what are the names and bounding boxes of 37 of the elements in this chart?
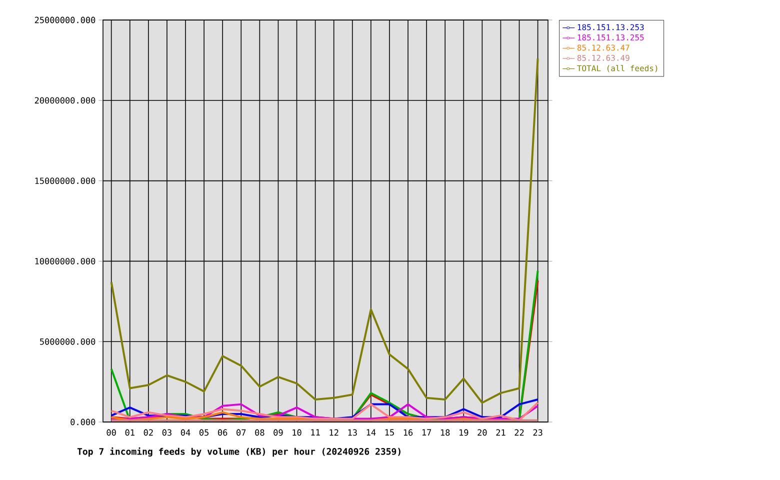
y-tick-label: 10000000.000 xyxy=(35,258,96,264)
x-tick-label: 23 xyxy=(533,429,542,436)
x-tick-label: 03 xyxy=(162,429,172,436)
x-tick-label: 14 xyxy=(366,429,376,436)
x-tick-label: 22 xyxy=(514,429,524,436)
x-tick-label: 11 xyxy=(311,429,320,436)
x-tick-label: 00 xyxy=(106,429,116,436)
x-tick-label: 05 xyxy=(199,429,208,436)
x-tick-label: 12 xyxy=(330,429,338,436)
x-tick-label: 15 xyxy=(385,429,394,436)
legend-label: 85.12.63.47 xyxy=(577,44,630,51)
legend-label: TOTAL (all feeds) xyxy=(577,65,658,72)
legend-label: 185.151.13.255 xyxy=(578,34,644,40)
legend-label: 185.151.13.253 xyxy=(578,24,644,30)
x-tick-label: 17 xyxy=(422,429,432,436)
x-tick-label: 06 xyxy=(218,429,228,436)
x-tick-label: 08 xyxy=(255,429,264,436)
x-tick-label: 13 xyxy=(348,429,357,436)
x-tick-label: 04 xyxy=(180,429,190,436)
x-tick-label: 10 xyxy=(292,429,302,436)
x-tick-label: 18 xyxy=(440,429,450,436)
x-tick-label: 09 xyxy=(274,429,283,436)
line-series xyxy=(110,58,539,404)
x-tick-label: 07 xyxy=(236,429,246,436)
x-tick-label: 01 xyxy=(125,429,134,436)
x-tick-label: 20 xyxy=(478,429,487,436)
x-tick-label: 16 xyxy=(404,429,413,436)
x-tick-label: 21 xyxy=(496,429,506,436)
text: Top 7 incoming feeds by volume (KB) per hour (20240926 2359) xyxy=(77,447,400,457)
y-tick-label: 15000000.000 xyxy=(35,178,96,184)
y-tick-label: 5000000.000 xyxy=(40,338,96,345)
x-tick-label: 02 xyxy=(144,429,153,436)
y-tick-label: 25000000.000 xyxy=(34,16,96,24)
x-tick-label: 19 xyxy=(460,429,468,436)
y-tick-label: 20000000.000 xyxy=(34,97,96,104)
y-tick-label: 0.000 xyxy=(70,418,96,426)
legend-label: 85.12.63.49 xyxy=(577,54,630,61)
